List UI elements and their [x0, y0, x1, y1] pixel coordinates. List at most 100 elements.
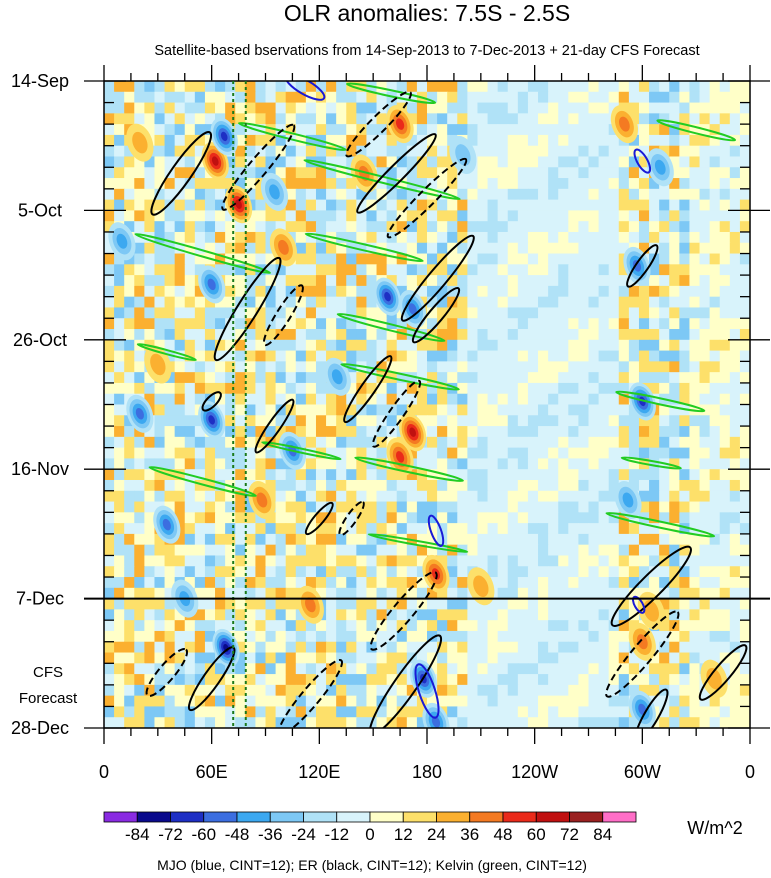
- heatmap-cell: [628, 533, 640, 546]
- heatmap-cell: [164, 124, 176, 136]
- heatmap-cell: [174, 490, 186, 503]
- heatmap-cell: [729, 609, 741, 621]
- anomaly-blob: [654, 159, 666, 175]
- heatmap-cell: [376, 134, 388, 147]
- heatmap-cell: [507, 372, 519, 384]
- heatmap-cell: [124, 674, 135, 686]
- heatmap-cell: [487, 242, 499, 255]
- heatmap-cell: [174, 501, 186, 513]
- heatmap-cell: [427, 339, 438, 352]
- heatmap-cell: [467, 102, 479, 114]
- heatmap-cell: [709, 167, 721, 179]
- heatmap-cell: [628, 663, 640, 675]
- heatmap-cell: [679, 609, 691, 621]
- heatmap-cell: [204, 609, 216, 621]
- heatmap-cell: [649, 285, 660, 298]
- heatmap-cell: [457, 199, 468, 211]
- heatmap-cell: [194, 145, 206, 158]
- heatmap-cell: [235, 717, 246, 728]
- heatmap-cell: [467, 253, 479, 265]
- heatmap-cell: [548, 490, 559, 503]
- heatmap-cell: [114, 447, 125, 460]
- heatmap-cell: [487, 706, 499, 718]
- heatmap-cell: [679, 102, 691, 114]
- heatmap-cell: [285, 674, 297, 686]
- heatmap-cell: [315, 242, 327, 255]
- heatmap-cell: [709, 285, 721, 298]
- heatmap-cell: [245, 81, 256, 93]
- heatmap-cell: [305, 178, 317, 190]
- heatmap-cell: [427, 318, 438, 330]
- heatmap-cell: [548, 587, 559, 600]
- heatmap-cell: [638, 199, 650, 211]
- heatmap-cell: [679, 178, 691, 190]
- heatmap-cell: [568, 490, 579, 503]
- heatmap-cell: [588, 113, 600, 125]
- heatmap-cell: [689, 598, 701, 610]
- heatmap-cell: [457, 641, 468, 654]
- heatmap-cell: [719, 663, 731, 675]
- heatmap-cell: [275, 695, 287, 708]
- heatmap-cell: [184, 113, 196, 125]
- heatmap-cell: [628, 361, 640, 373]
- heatmap-cell: [477, 652, 489, 664]
- heatmap-cell: [315, 199, 327, 211]
- heatmap-cell: [729, 415, 741, 427]
- heatmap-cell: [517, 242, 529, 255]
- heatmap-cell: [437, 523, 448, 535]
- heatmap-cell: [467, 523, 479, 535]
- heatmap-cell: [134, 91, 145, 104]
- heatmap-cell: [427, 490, 438, 503]
- heatmap-cell: [194, 242, 206, 255]
- heatmap-cell: [578, 566, 590, 578]
- heatmap-cell: [608, 350, 620, 362]
- heatmap-cell: [618, 458, 630, 470]
- heatmap-cell: [679, 296, 691, 309]
- heatmap-cell: [669, 242, 680, 255]
- heatmap-cell: [467, 81, 479, 93]
- heatmap-cell: [174, 663, 186, 675]
- heatmap-cell: [719, 382, 731, 395]
- heatmap-cell: [527, 124, 539, 136]
- heatmap-cell: [416, 156, 428, 168]
- heatmap-cell: [114, 555, 125, 567]
- heatmap-cell: [265, 145, 277, 158]
- heatmap-cell: [215, 684, 226, 697]
- heatmap-cell: [538, 393, 549, 406]
- heatmap-cell: [134, 641, 145, 654]
- heatmap-cell: [215, 91, 226, 104]
- heatmap-cell: [437, 178, 448, 190]
- heatmap-cell: [538, 275, 549, 287]
- heatmap-cell: [295, 285, 307, 298]
- heatmap-cell: [729, 501, 741, 513]
- heatmap-cell: [225, 469, 236, 481]
- heatmap-cell: [548, 124, 559, 136]
- heatmap-cell: [124, 318, 135, 330]
- heatmap-cell: [679, 663, 691, 675]
- heatmap-cell: [376, 566, 388, 578]
- heatmap-cell: [588, 404, 600, 416]
- heatmap-cell: [739, 663, 750, 675]
- mjo-contour: [427, 514, 445, 547]
- heatmap-cell: [578, 81, 590, 93]
- heatmap-cell: [618, 630, 630, 643]
- heatmap-cell: [507, 339, 519, 352]
- heatmap-cell: [739, 382, 750, 395]
- heatmap-cell: [709, 501, 721, 513]
- heatmap-cell: [346, 706, 357, 718]
- heatmap-cell: [144, 436, 156, 449]
- heatmap-cell: [326, 253, 337, 265]
- heatmap-cell: [608, 555, 620, 567]
- heatmap-cell: [204, 296, 216, 309]
- heatmap-cell: [497, 199, 509, 211]
- heatmap-cell: [628, 652, 640, 664]
- heatmap-cell: [669, 350, 680, 362]
- heatmap-cell: [275, 523, 287, 535]
- heatmap-cell: [659, 134, 670, 147]
- heatmap-cell: [457, 91, 468, 104]
- heatmap-cell: [608, 296, 620, 309]
- heatmap-cell: [709, 544, 721, 557]
- heatmap-cell: [204, 231, 216, 244]
- heatmap-cell: [416, 620, 428, 632]
- heatmap-cell: [154, 296, 166, 309]
